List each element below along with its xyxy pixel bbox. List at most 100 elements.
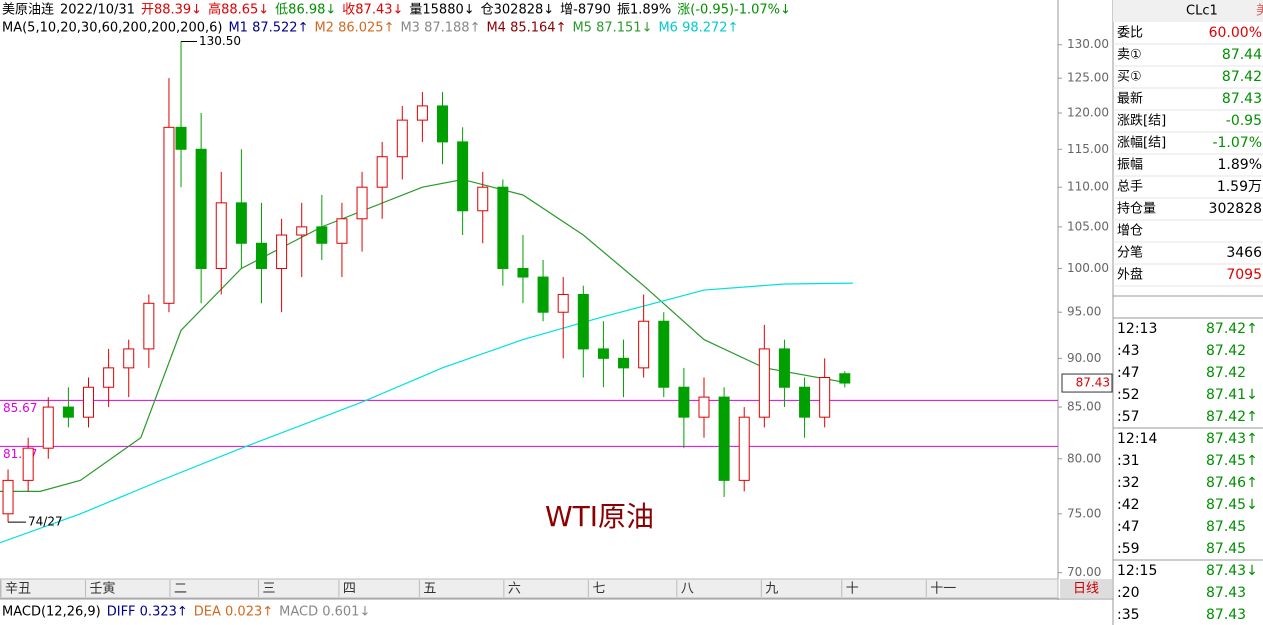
header-item: M6 98.272↑ [658, 21, 738, 36]
quote-label: 持仓量 [1117, 202, 1156, 217]
y-tick-label: 75.00 [1067, 506, 1101, 520]
quote-value: 3466 [1226, 245, 1262, 261]
header-item: M1 87.522↑ [228, 21, 308, 36]
header-item: 涨(-0.95)-1.07%↓ [677, 3, 791, 18]
candle-body [477, 186, 489, 212]
trade-time: :31 [1117, 453, 1140, 469]
header-item: MACD(12,26,9) [2, 605, 101, 620]
y-tick-label: 130.00 [1067, 37, 1109, 51]
annotation: WTI原油 [545, 500, 654, 533]
candle-body [22, 447, 34, 481]
y-tick-label: 115.00 [1067, 142, 1109, 156]
header-item: 振1.89% [617, 3, 671, 18]
trade-time: :35 [1117, 607, 1140, 623]
trade-time: :57 [1117, 409, 1140, 425]
trade-price: 87.41↓ [1206, 387, 1258, 403]
trade-time: :32 [1117, 475, 1140, 491]
header-item: 开88.39↓ [141, 3, 202, 18]
candle-body [143, 302, 155, 350]
candle-body [416, 105, 428, 121]
candle-body [163, 126, 175, 304]
candle-body [738, 416, 750, 481]
trade-time: :47 [1117, 365, 1140, 381]
trade-time: :42 [1117, 497, 1140, 513]
x-tick-label: 三 [262, 582, 275, 597]
candle-body [356, 186, 368, 220]
trade-time: :43 [1117, 343, 1140, 359]
candle-body [638, 320, 650, 369]
period-tab-box[interactable] [1060, 579, 1112, 598]
header-item: M3 87.188↑ [400, 21, 480, 36]
trade-time: :52 [1117, 387, 1140, 403]
x-tick-label: 五 [423, 582, 436, 597]
trade-time: 12:13 [1117, 321, 1157, 337]
candle-body [537, 276, 549, 313]
x-tick-label: 六 [508, 582, 521, 597]
x-axis-strip [0, 578, 1059, 599]
candle-body [618, 357, 630, 369]
quote-value: 60.00% [1209, 25, 1262, 41]
quote-label: 涨跌[结] [1117, 113, 1166, 129]
quote-label: 振幅 [1117, 158, 1143, 173]
candle-body [658, 320, 670, 388]
header-item: 低86.98↓ [275, 3, 336, 18]
candle-body [778, 348, 790, 388]
header-item: MACD 0.601↓ [279, 605, 370, 620]
panel-header-bg [1113, 0, 1263, 22]
period-tab[interactable]: 日线 [1073, 582, 1099, 597]
y-tick-label: 125.00 [1067, 71, 1109, 85]
header-item: M2 86.025↑ [314, 21, 394, 36]
y-tick-label: 85.00 [1067, 400, 1101, 414]
candle-body [376, 156, 388, 188]
quote-label: 买① [1117, 70, 1142, 85]
y-tick-label: 105.00 [1067, 219, 1109, 233]
ma-line [0, 282, 853, 544]
candle-body [718, 396, 730, 481]
quote-label: 最新 [1117, 91, 1143, 107]
candle-body [457, 141, 469, 212]
x-tick-label: 十 [846, 582, 859, 597]
quote-value: 302828 [1209, 201, 1262, 217]
quote-value: 7095 [1226, 267, 1262, 283]
x-tick-label: 壬寅 [89, 581, 115, 597]
quote-value: 87.42 [1222, 69, 1262, 85]
low-label: 74/27 [28, 515, 63, 529]
candle-body [62, 406, 74, 418]
header-item: 量15880↓ [409, 3, 474, 18]
candle-body [517, 267, 529, 278]
candle-body [316, 226, 328, 244]
candle-body [123, 348, 135, 369]
trade-price: 87.45 [1206, 541, 1246, 557]
support-label: 85.67 [3, 401, 37, 415]
candle-body [276, 234, 288, 269]
quote-value: -0.95 [1226, 113, 1262, 129]
header-item: DEA 0.023↑ [194, 605, 273, 620]
quote-value: 1.59万 [1217, 179, 1262, 195]
y-tick-label: 100.00 [1067, 261, 1109, 275]
candle-body [175, 126, 187, 150]
header-item: 高88.65↓ [208, 2, 269, 18]
header-item: M4 85.164↑ [486, 21, 566, 36]
trade-price: 87.43↑ [1206, 431, 1258, 447]
trade-price: 87.45↑ [1206, 453, 1258, 469]
x-tick-label: 七 [592, 582, 605, 597]
candle-body [597, 348, 609, 359]
y-tick-label: 120.00 [1067, 105, 1109, 119]
candle-body [336, 218, 348, 244]
quote-label: 增仓 [1117, 224, 1143, 239]
trade-price: 87.46↑ [1206, 475, 1258, 491]
x-tick-label: 八 [681, 582, 694, 597]
quote-label: 委比 [1117, 26, 1143, 41]
candle-body [758, 348, 770, 418]
symbol-suffix: 美 [1256, 4, 1263, 19]
symbol: CLc1 [1186, 4, 1218, 19]
candle-body [103, 367, 115, 388]
trade-time: 12:15 [1117, 563, 1157, 579]
candle-body [557, 293, 569, 313]
header-item: 收87.43↓ [342, 3, 403, 18]
x-tick-label: 辛丑 [5, 582, 31, 597]
header-item: 仓302828↓ [481, 3, 555, 18]
quote-label: 外盘 [1117, 267, 1143, 283]
quote-label: 卖① [1117, 48, 1142, 63]
trade-price: 87.42↑ [1206, 321, 1258, 337]
